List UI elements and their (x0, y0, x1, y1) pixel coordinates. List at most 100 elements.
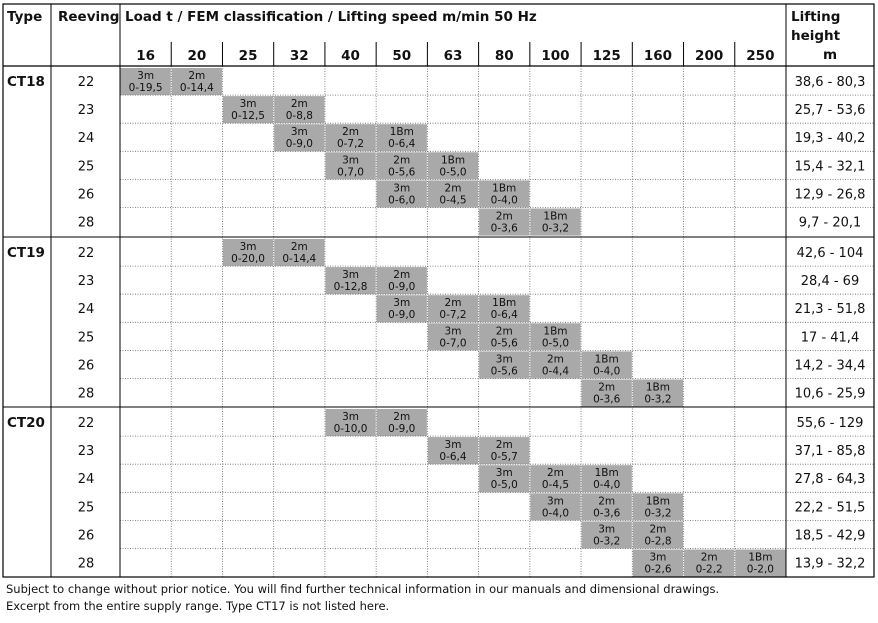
reeving-value: 26 (78, 528, 95, 543)
reeving-value: 24 (78, 131, 95, 146)
lifting-speed: 0-6,4 (439, 451, 466, 463)
load-cell-bg (530, 323, 581, 351)
lifting-speed: 0-5,6 (491, 365, 518, 377)
fem-class: 1Bm (543, 325, 567, 337)
fem-class: 2m (701, 552, 718, 564)
header-lifting-2: height (791, 28, 841, 44)
load-cell-bg (479, 351, 530, 379)
load-cell-bg (427, 180, 479, 208)
lifting-speed: 0-6,4 (388, 138, 415, 150)
reeving-value: 23 (78, 444, 95, 459)
load-header: 32 (290, 48, 309, 64)
footnote-2: Excerpt from the entire supply range. Ty… (6, 599, 390, 613)
fem-class: 3m (240, 241, 257, 253)
fem-class: 3m (342, 154, 359, 166)
load-cell-bg (581, 351, 632, 379)
fem-class: 3m (393, 297, 410, 309)
lifting-height: 9,7 - 20,1 (799, 216, 862, 231)
lifting-speed: 0-9,0 (388, 281, 415, 293)
load-header: 40 (341, 48, 360, 64)
fem-class: 3m (393, 182, 410, 194)
load-cell-bg (530, 208, 581, 236)
fem-class: 2m (291, 98, 308, 110)
reeving-value: 23 (78, 274, 95, 289)
fem-class: 2m (496, 325, 513, 337)
reeving-value: 22 (78, 416, 95, 431)
load-cell-bg (581, 493, 632, 521)
lifting-speed: 0-10,0 (334, 423, 368, 435)
load-header: 50 (392, 48, 411, 64)
load-cell-bg (427, 323, 479, 351)
lifting-height: 42,6 - 104 (797, 246, 864, 261)
lifting-speed: 0-3,6 (593, 394, 620, 406)
reeving-value: 25 (78, 159, 95, 174)
load-cell-bg (479, 295, 530, 323)
capacity-table: Type Reeving Load t / FEM classification /… (2, 3, 875, 578)
lifting-speed: 0-7,0 (439, 337, 466, 349)
lifting-speed: 0-14,4 (180, 82, 214, 94)
lifting-speed: 0-4,0 (593, 365, 620, 377)
load-cell-bg (684, 549, 735, 577)
fem-class: 1Bm (646, 495, 670, 507)
load-header: 250 (746, 48, 774, 64)
fem-class: 2m (342, 126, 359, 138)
load-cell-bg (376, 180, 427, 208)
load-cell-bg (376, 124, 427, 152)
load-header: 63 (444, 48, 463, 64)
load-header: 200 (695, 48, 723, 64)
reeving-value: 28 (78, 216, 95, 231)
load-cell-bg (427, 437, 479, 465)
lifting-speed: 0-12,8 (334, 281, 368, 293)
fem-class: 3m (137, 70, 154, 82)
lifting-height: 38,6 - 80,3 (795, 75, 866, 90)
fem-class: 3m (240, 98, 257, 110)
fem-class: 2m (547, 353, 564, 365)
lifting-speed: 0-20,0 (231, 253, 265, 265)
load-cell-bg (632, 379, 684, 407)
lifting-speed: 0-7,2 (439, 309, 466, 321)
load-header: 125 (593, 48, 621, 64)
lifting-height: 15,4 - 32,1 (795, 159, 866, 174)
load-header: 160 (644, 48, 672, 64)
lifting-speed: 0-4,0 (593, 479, 620, 491)
fem-class: 2m (188, 70, 205, 82)
lifting-height: 27,8 - 64,3 (795, 472, 866, 487)
load-cell-bg (632, 521, 684, 549)
reeving-value: 23 (78, 103, 95, 118)
load-cell-bg (581, 465, 632, 493)
fem-class: 2m (393, 154, 410, 166)
fem-class: 3m (342, 411, 359, 423)
lifting-speed: 0-9,0 (286, 138, 313, 150)
type-label: CT18 (7, 74, 45, 90)
lifting-speed: 0-4,0 (491, 194, 518, 206)
lifting-speed: 0-9,0 (388, 309, 415, 321)
header-lifting-3: m (823, 47, 837, 63)
fem-class: 3m (342, 269, 359, 281)
table-frame (2, 3, 875, 578)
fem-class: 1Bm (748, 552, 772, 564)
lifting-speed: 0-19,5 (129, 82, 163, 94)
load-cell-bg (632, 493, 684, 521)
lifting-speed: 0-5,0 (439, 166, 466, 178)
lifting-height: 28,4 - 69 (801, 274, 859, 289)
lifting-height: 18,5 - 42,9 (795, 528, 866, 543)
fem-class: 3m (445, 439, 462, 451)
lifting-height: 13,9 - 32,2 (795, 557, 866, 572)
load-cell-bg (479, 437, 530, 465)
load-cell-bg (120, 68, 171, 96)
lifting-height: 37,1 - 85,8 (795, 444, 866, 459)
lifting-speed: 0-4,0 (542, 507, 569, 519)
header-type: Type (7, 9, 42, 25)
load-header: 80 (495, 48, 514, 64)
fem-class: 2m (496, 439, 513, 451)
fem-class: 2m (393, 411, 410, 423)
fem-class: 3m (496, 353, 513, 365)
lifting-speed: 0-3,6 (491, 223, 518, 235)
fem-class: 3m (496, 467, 513, 479)
lifting-speed: 0-3,2 (593, 535, 620, 547)
lifting-speed: 0-3,2 (644, 394, 671, 406)
load-cell-bg (427, 295, 479, 323)
fem-class: 1Bm (543, 211, 567, 223)
fem-class: 2m (445, 297, 462, 309)
fem-class: 1Bm (646, 382, 670, 394)
